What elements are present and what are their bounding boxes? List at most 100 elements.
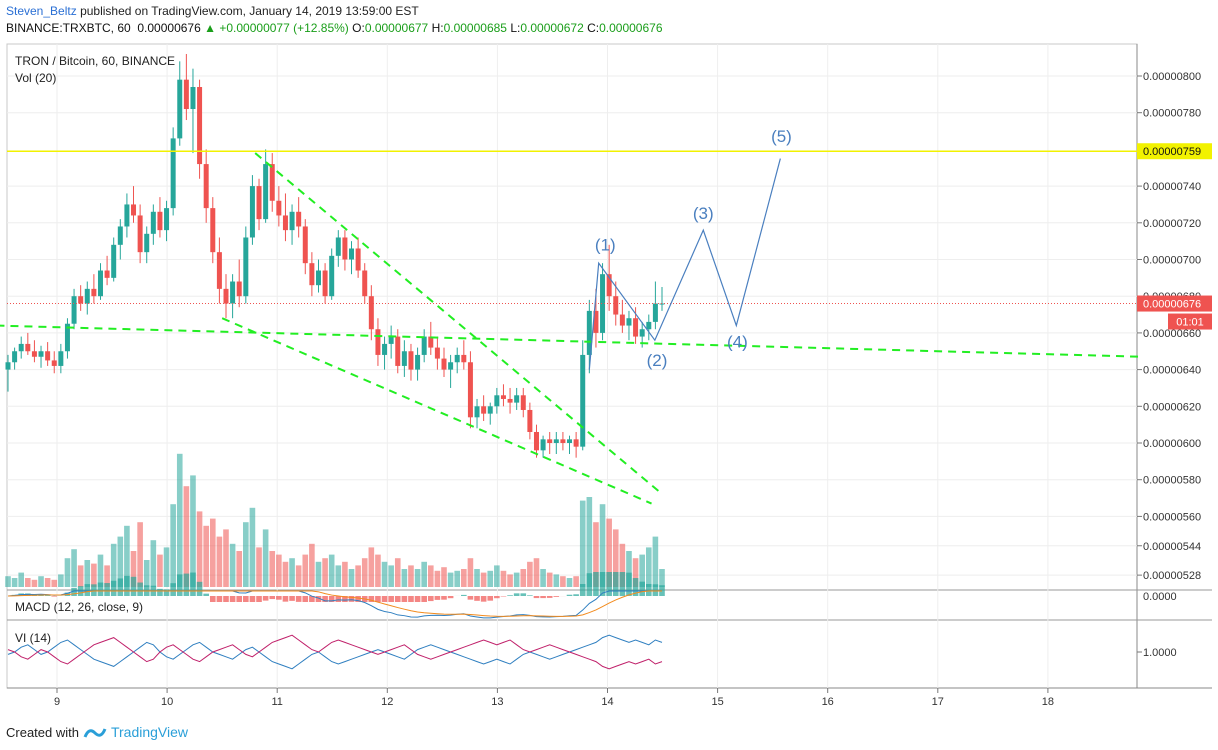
volume-bar bbox=[612, 529, 619, 587]
tradingview-brand[interactable]: TradingView bbox=[110, 724, 189, 740]
macd-signal-line bbox=[7, 590, 662, 617]
x-tick-label: 12 bbox=[381, 696, 393, 708]
volume-bar bbox=[58, 574, 64, 587]
macd-hist-bar bbox=[645, 583, 652, 596]
macd-hist-bar bbox=[414, 596, 421, 602]
volume-bar bbox=[256, 547, 262, 587]
candle-body bbox=[269, 164, 275, 201]
candle-body bbox=[78, 296, 84, 304]
candle-body bbox=[183, 79, 189, 110]
macd-hist-bar bbox=[573, 594, 579, 596]
volume-bar bbox=[586, 497, 593, 587]
high-label: H: bbox=[431, 21, 444, 35]
macd-title: MACD (12, 26, close, 9) bbox=[15, 600, 143, 614]
candle-body bbox=[302, 226, 308, 264]
low-label: L: bbox=[510, 21, 521, 35]
up-arrow-icon: ▲ bbox=[204, 21, 217, 35]
volume-bar bbox=[223, 529, 229, 587]
candle-body bbox=[124, 204, 130, 227]
volume-bar bbox=[77, 565, 84, 587]
candle-body bbox=[296, 211, 302, 227]
candle-body bbox=[434, 347, 440, 359]
wave-label: (5) bbox=[771, 127, 792, 146]
macd-hist-bar bbox=[546, 596, 553, 598]
volume-bar bbox=[401, 569, 408, 587]
volume-bar bbox=[163, 547, 170, 587]
candle-body bbox=[203, 164, 209, 209]
macd-hist-bar bbox=[335, 596, 342, 602]
candle-body bbox=[639, 329, 645, 337]
candle-body bbox=[137, 215, 143, 253]
y-tick-label: 0.00000660 bbox=[1143, 328, 1201, 340]
volume-bar bbox=[183, 486, 190, 587]
y-tick-label: 0.00000528 bbox=[1143, 570, 1201, 582]
tradingview-logo-icon bbox=[83, 728, 107, 738]
candlesticks bbox=[5, 53, 665, 458]
volume-bar bbox=[546, 572, 553, 587]
candle-body bbox=[230, 281, 236, 304]
candle-body bbox=[580, 354, 586, 447]
macd-hist-bar bbox=[289, 596, 295, 601]
close-label: C: bbox=[587, 21, 600, 35]
volume-bar bbox=[553, 574, 560, 587]
macd-hist-bar bbox=[434, 596, 441, 600]
current-price-tag bbox=[1137, 295, 1212, 312]
candle-body bbox=[31, 351, 37, 357]
candle-body bbox=[289, 211, 295, 231]
volume-bar bbox=[216, 536, 223, 587]
y-tick-label: 0.00000800 bbox=[1143, 71, 1201, 83]
volume-bar bbox=[18, 572, 25, 587]
candle-body bbox=[573, 439, 579, 447]
price-axis[interactable]: 0.00000800 0.00000780 0.00000740 0.00000720… bbox=[1137, 71, 1212, 659]
volume-bar bbox=[176, 453, 183, 587]
macd-hist-bar bbox=[176, 574, 183, 596]
candle-body bbox=[349, 248, 355, 260]
macd-hist-bar bbox=[117, 578, 124, 596]
macd-hist-bar bbox=[474, 596, 480, 601]
candle-body bbox=[388, 336, 394, 344]
volume-bar bbox=[632, 558, 639, 587]
macd-hist-bar bbox=[183, 573, 190, 596]
volume-bar bbox=[461, 569, 467, 587]
macd-hist-bar bbox=[441, 596, 447, 600]
x-tick-label: 17 bbox=[932, 696, 944, 708]
candle-body bbox=[64, 323, 70, 352]
volume-bar bbox=[361, 558, 368, 587]
candle-body bbox=[329, 255, 335, 297]
macd-hist-bar bbox=[461, 594, 467, 596]
macd-hist-bar bbox=[97, 582, 104, 596]
candle-body bbox=[395, 336, 401, 366]
candle-body bbox=[144, 233, 150, 253]
volume-bar bbox=[388, 565, 394, 587]
resistance-price-tag bbox=[1137, 143, 1212, 160]
candle-body bbox=[448, 362, 454, 370]
macd-hist-bar bbox=[44, 595, 51, 596]
macd-hist-bar bbox=[421, 596, 427, 602]
x-tick-label: 9 bbox=[54, 696, 60, 708]
volume-bar bbox=[229, 543, 236, 587]
volume-bar bbox=[269, 551, 276, 587]
macd-hist-bar bbox=[84, 584, 91, 596]
volume-bar bbox=[51, 579, 58, 587]
x-tick-label: 13 bbox=[491, 696, 503, 708]
volume-bar bbox=[566, 578, 573, 587]
candle-body bbox=[210, 208, 216, 253]
candle-body bbox=[652, 303, 658, 322]
volume-bar bbox=[645, 547, 652, 587]
volume-bar bbox=[619, 543, 626, 587]
macd-hist-bar bbox=[540, 596, 546, 599]
volume-bar bbox=[520, 569, 527, 587]
macd-hist-bar bbox=[71, 587, 77, 596]
volume-bar bbox=[25, 578, 31, 587]
volume-bar bbox=[5, 576, 11, 587]
author-link[interactable]: Steven_Beltz bbox=[6, 4, 77, 18]
volume-bar bbox=[289, 558, 295, 587]
x-tick-label: 11 bbox=[271, 696, 282, 708]
current-price-label: 0.00000676 bbox=[1143, 299, 1201, 311]
elliott-wave-path bbox=[588, 158, 781, 370]
time-axis[interactable]: 9 10 11 12 13 14 15 16 17 18 bbox=[54, 688, 1054, 708]
y-tick-label: 0.00000780 bbox=[1143, 108, 1201, 120]
volume-bar bbox=[441, 567, 447, 587]
y-tick-label: 0.00000544 bbox=[1143, 541, 1201, 553]
